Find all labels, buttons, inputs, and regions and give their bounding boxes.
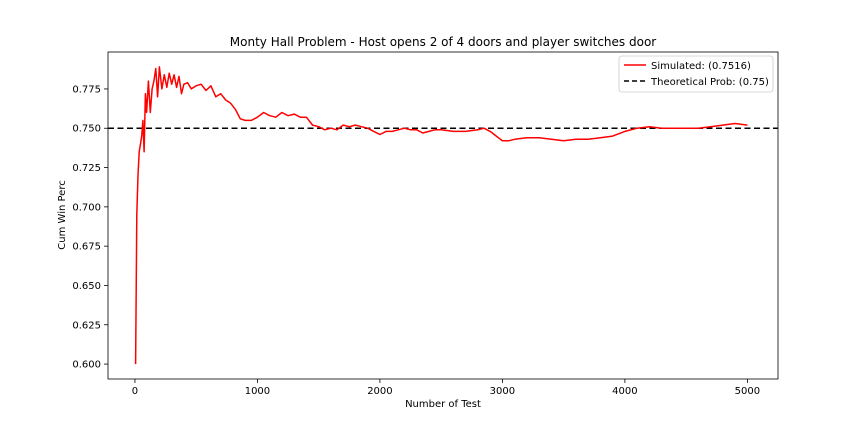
y-tick-label: 0.650 bbox=[72, 281, 101, 292]
chart-title: Monty Hall Problem - Host opens 2 of 4 d… bbox=[230, 35, 657, 49]
legend-box bbox=[618, 55, 774, 93]
y-tick-label: 0.725 bbox=[72, 163, 101, 174]
x-tick-label: 5000 bbox=[735, 386, 760, 397]
y-tick-label: 0.775 bbox=[72, 84, 101, 95]
x-tick-label: 2000 bbox=[367, 386, 392, 397]
y-tick-label: 0.600 bbox=[72, 360, 101, 371]
legend: Simulated: (0.7516) Theoretical Prob: (0… bbox=[618, 55, 774, 93]
plot-frame bbox=[107, 51, 779, 380]
series-line-simulated bbox=[134, 66, 748, 365]
plot-area bbox=[108, 66, 778, 365]
x-tick-label: 4000 bbox=[612, 386, 637, 397]
y-axis-label: Cum Win Perc bbox=[57, 180, 68, 249]
x-tick-label: 0 bbox=[132, 386, 138, 397]
y-tick-label: 0.625 bbox=[72, 320, 101, 331]
y-tick-label: 0.675 bbox=[72, 242, 101, 253]
legend-label-simulated: Simulated: (0.7516) bbox=[651, 61, 751, 72]
legend-label-theoretical: Theoretical Prob: (0.75) bbox=[650, 77, 769, 88]
x-axis-label: Number of Test bbox=[405, 399, 481, 410]
x-tick-label: 3000 bbox=[490, 386, 515, 397]
x-tick-label: 1000 bbox=[245, 386, 270, 397]
y-tick-label: 0.750 bbox=[72, 124, 101, 135]
y-tick-label: 0.700 bbox=[72, 202, 101, 213]
